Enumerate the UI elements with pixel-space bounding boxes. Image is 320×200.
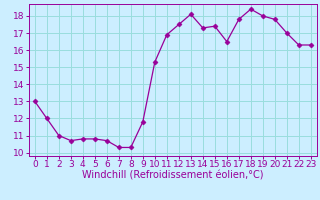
X-axis label: Windchill (Refroidissement éolien,°C): Windchill (Refroidissement éolien,°C) xyxy=(82,171,264,181)
